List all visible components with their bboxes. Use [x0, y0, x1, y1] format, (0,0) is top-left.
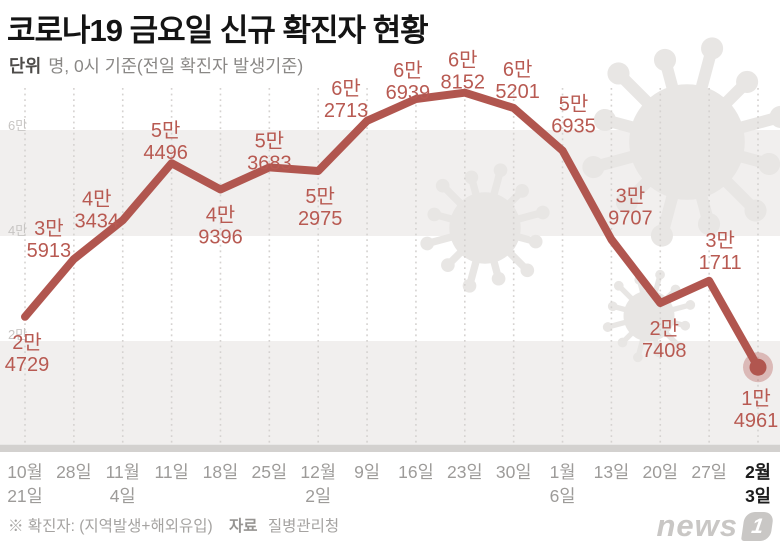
data-point-label: 1만 — [741, 387, 771, 410]
x-axis-tick-label: 28일 — [56, 462, 92, 482]
footnote-text: ※ 확진자: (지역발생+해외유입) — [8, 518, 213, 535]
x-axis-tick-label: 10월 — [7, 462, 43, 482]
x-axis-tick-label: 21일 — [7, 486, 43, 506]
data-point-label: 6만 — [393, 59, 423, 82]
data-point-label: 3만 — [616, 185, 646, 208]
y-axis-tick-label: 4만 — [8, 223, 27, 238]
trend-line — [21, 88, 763, 372]
data-point-label: 7408 — [642, 340, 687, 362]
data-point-label: 2713 — [324, 100, 369, 122]
data-point-label: 4496 — [143, 142, 188, 164]
source-label: 자료 — [228, 518, 258, 535]
news1-logo-badge: 1 — [740, 511, 775, 541]
source-name: 질병관리청 — [267, 518, 340, 535]
news1-logo: news 1 — [656, 508, 775, 544]
data-point-label: 4만 — [206, 204, 236, 227]
x-axis-tick-label: 3일 — [745, 486, 771, 506]
data-point-label: 9396 — [198, 227, 243, 249]
data-point-label: 6935 — [551, 116, 596, 138]
unit-text: 명, 0시 기준(전일 확진자 발생기준) — [48, 56, 304, 76]
data-point-label: 6만 — [331, 77, 361, 100]
x-axis-tick-label: 11월 — [106, 462, 140, 482]
unit-label: 단위 — [9, 56, 42, 76]
x-axis-tick-label: 20일 — [642, 462, 678, 482]
virus-watermark-icon — [582, 37, 780, 247]
data-point-label: 5913 — [27, 240, 72, 262]
x-axis-tick-label: 18일 — [203, 462, 239, 482]
page-title: 코로나19 금요일 신규 확진자 현황 — [7, 13, 429, 48]
x-axis-tick-label: 25일 — [252, 462, 288, 482]
x-axis-tick-label: 9일 — [354, 462, 380, 482]
data-point-label: 5201 — [495, 81, 540, 103]
x-axis-tick-label: 4일 — [110, 486, 136, 506]
x-axis-tick-label: 30일 — [496, 462, 532, 482]
virus-watermark-icon — [420, 163, 550, 293]
data-point-label: 5만 — [255, 129, 285, 152]
x-axis-tick-label: 23일 — [447, 462, 483, 482]
data-point-label: 3만 — [34, 217, 64, 240]
news1-logo-text: news — [656, 508, 738, 543]
footnote: ※ 확진자: (지역발생+해외유입) 자료 질병관리청 — [8, 514, 339, 536]
x-axis-tick-label: 1월 — [550, 462, 576, 482]
data-point-label: 6939 — [386, 82, 431, 104]
data-point-label: 5만 — [305, 185, 335, 208]
data-point-label: 6만 — [503, 58, 533, 81]
alt-band — [0, 341, 780, 444]
x-axis-tick-label: 2일 — [305, 486, 331, 506]
data-point-label: 4만 — [82, 187, 112, 210]
data-point-label: 4729 — [5, 354, 50, 376]
x-axis-tick-label: 13일 — [594, 462, 630, 482]
y-axis-tick-label: 6만 — [8, 118, 27, 133]
data-point-label: 5만 — [151, 119, 181, 142]
x-axis-tick-label: 27일 — [691, 462, 727, 482]
x-axis-tick-label: 2월 — [745, 462, 771, 482]
data-point-label: 2만 — [650, 317, 680, 340]
y-axis-tick-label: 2만 — [8, 327, 27, 342]
data-point-label: 8152 — [441, 72, 486, 94]
chart-subtitle: 단위 명, 0시 기준(전일 확진자 발생기준) — [9, 53, 303, 78]
data-point-label: 9707 — [608, 208, 653, 230]
data-point-label: 4961 — [734, 410, 779, 432]
data-point-label: 2만 — [12, 331, 42, 354]
data-point-label: 3683 — [247, 152, 292, 174]
data-point-label: 3만 — [705, 229, 735, 252]
data-point-label: 2975 — [298, 208, 343, 230]
data-point-label: 1711 — [699, 252, 742, 274]
data-point-label: 6만 — [448, 49, 478, 72]
x-axis-tick-label: 12월 — [300, 462, 336, 482]
data-point-label: 5만 — [559, 93, 589, 116]
x-axis-baseline — [0, 444, 780, 452]
x-axis-tick-label: 16일 — [398, 462, 434, 482]
x-axis-tick-label: 6일 — [550, 486, 576, 506]
end-point-marker — [749, 358, 767, 376]
data-point-label: 3434 — [74, 210, 119, 232]
x-axis-tick-label: 11일 — [154, 462, 188, 482]
